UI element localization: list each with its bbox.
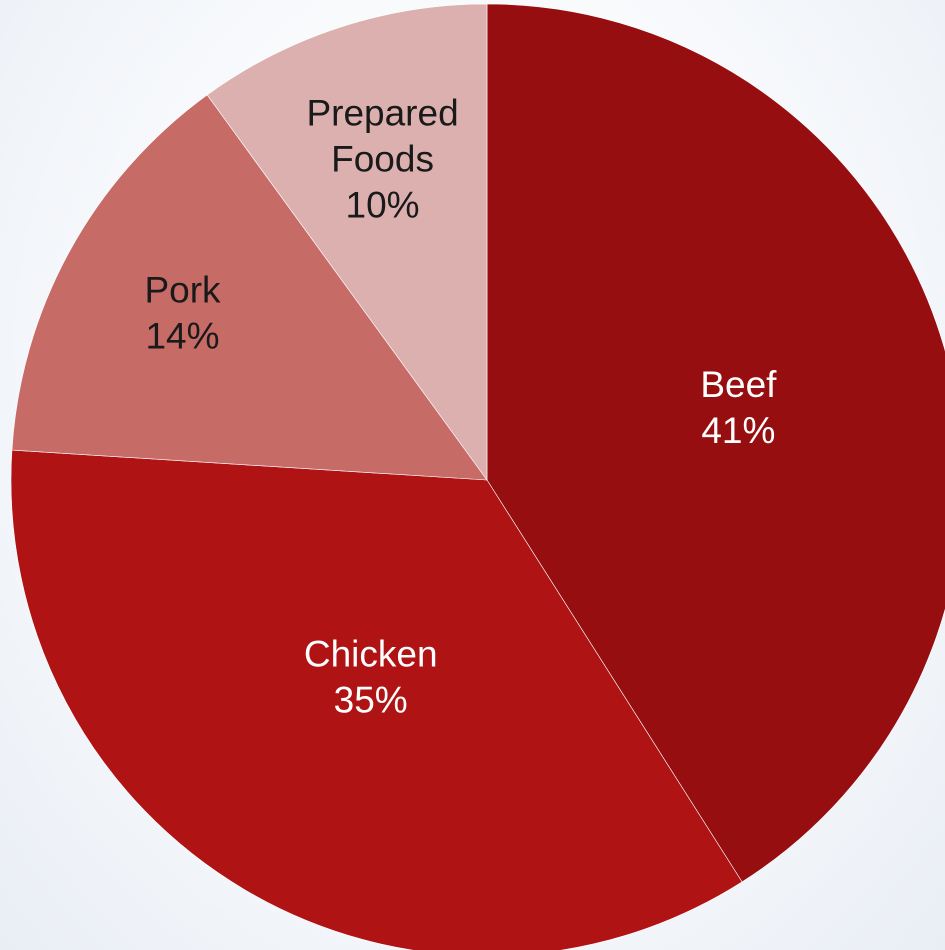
slice-label-chicken: Chicken 35% — [304, 634, 438, 721]
slice-label-pork: Pork 14% — [144, 270, 221, 357]
slice-name: Chicken — [304, 634, 438, 675]
pie-slice-chicken — [10, 449, 743, 950]
slice-name: Beef — [700, 364, 777, 405]
slice-name: Foods — [331, 139, 434, 180]
slice-percent: 35% — [334, 680, 408, 721]
slice-label-prepared-foods: Prepared Foods 10% — [306, 93, 458, 226]
slice-percent: 14% — [145, 316, 219, 357]
slice-label-beef: Beef 41% — [700, 364, 777, 451]
pie-slice-pork — [11, 94, 488, 481]
slice-name: Prepared — [306, 93, 458, 134]
pie-slices — [10, 3, 945, 950]
pie-slice-beef — [486, 3, 945, 883]
slice-percent: 10% — [346, 185, 420, 226]
slice-percent: 41% — [701, 410, 775, 451]
pie-labels: Beef 41% Chicken 35% Pork 14% Prepared Foods 10% — [144, 93, 777, 721]
slice-name: Pork — [144, 270, 221, 311]
pie-slice-prepared-foods — [206, 3, 488, 481]
